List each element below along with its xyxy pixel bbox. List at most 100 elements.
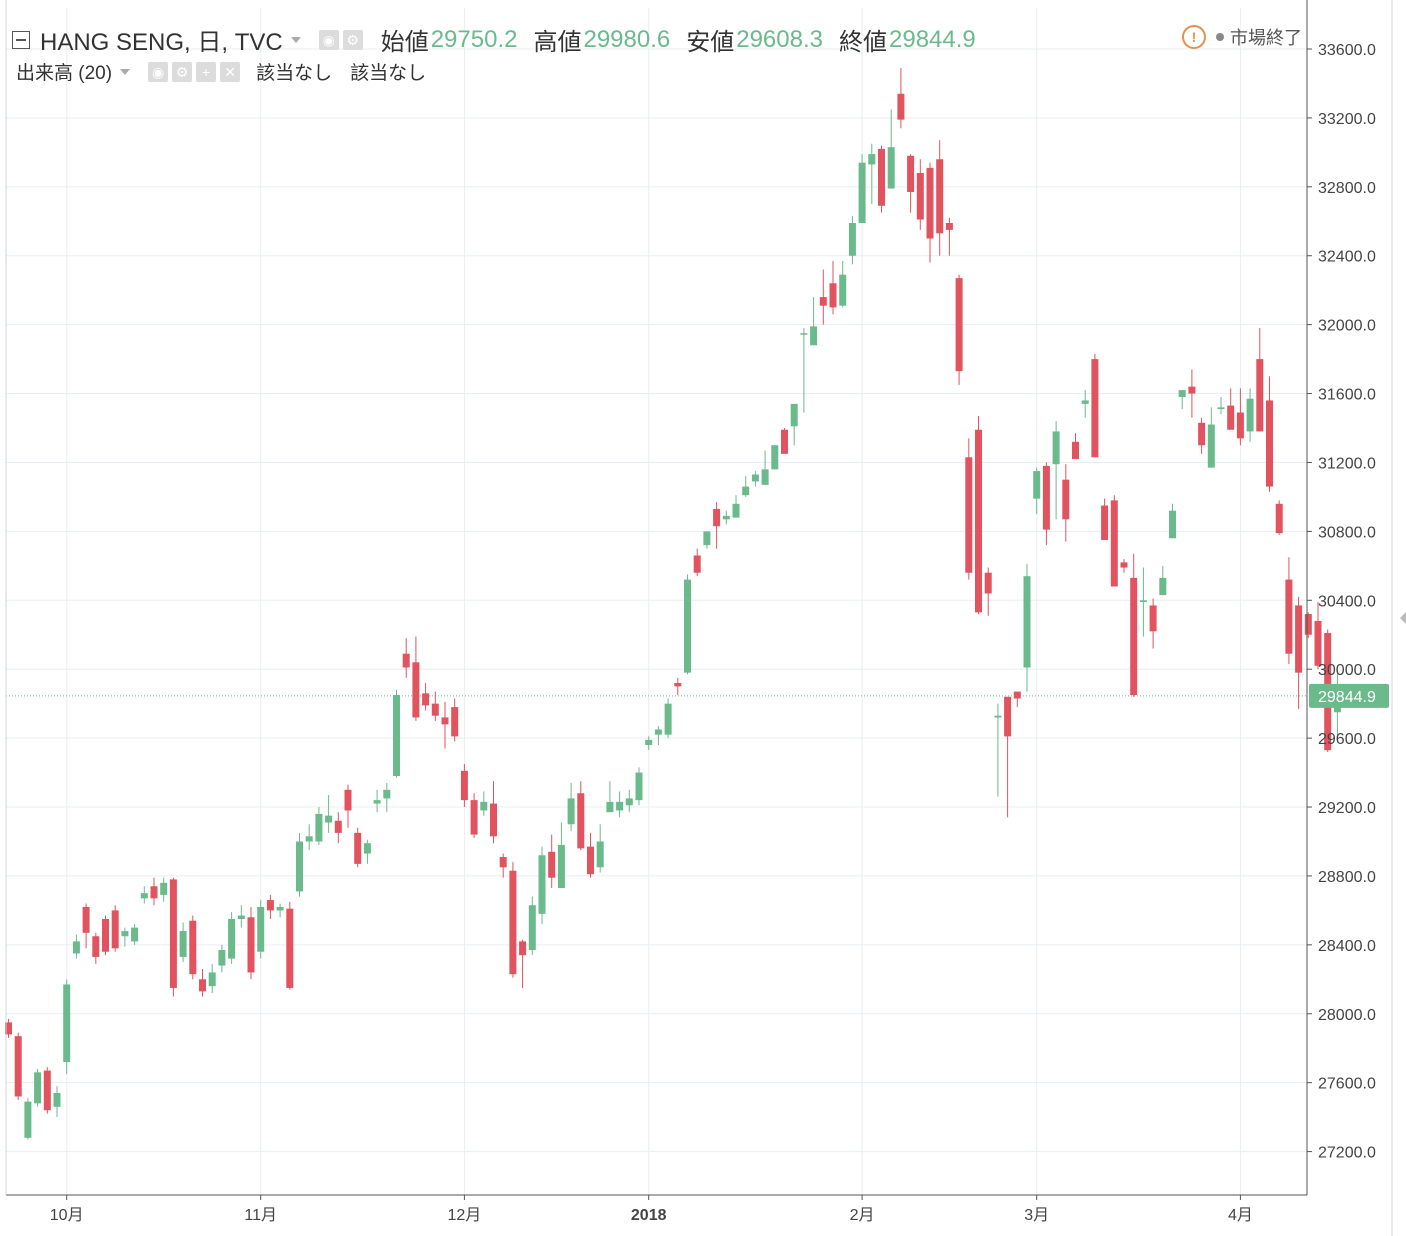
candle-down: [470, 793, 478, 839]
candle-body: [557, 844, 565, 888]
candle-up: [810, 297, 818, 346]
candle-body: [441, 717, 449, 725]
gear-icon[interactable]: ⚙: [342, 29, 363, 50]
candle-down: [5, 1018, 12, 1038]
candle-up: [790, 403, 798, 446]
candle-body: [684, 579, 691, 673]
status-dot-icon: [1216, 33, 1224, 41]
candle-up: [722, 510, 730, 525]
candle-body: [1062, 479, 1070, 520]
chevron-left-icon[interactable]: [1400, 612, 1406, 624]
market-status: ! 市場終了: [1182, 24, 1302, 50]
candle-down: [577, 781, 585, 851]
candle-up: [538, 846, 546, 925]
candle-body: [693, 555, 701, 573]
eye-icon[interactable]: ◉: [318, 29, 339, 50]
collapse-icon[interactable]: [12, 30, 30, 49]
candle-down: [1120, 558, 1128, 573]
candle-up: [1023, 564, 1031, 692]
candle-up: [868, 143, 876, 205]
candle-up: [848, 216, 856, 265]
candle-down: [102, 915, 109, 956]
candle-body: [82, 906, 90, 933]
candle-down: [1149, 598, 1157, 649]
candle-body: [296, 841, 303, 892]
y-tick-label: 27200.0: [1318, 1145, 1376, 1162]
candle-up: [305, 824, 313, 851]
candle-up: [237, 905, 245, 928]
candle-down: [965, 438, 973, 580]
candle-body: [169, 879, 177, 988]
candle-body: [732, 503, 740, 518]
series-legend: HANG SENG, 日, TVC ◉ ⚙ 始値 29750.2 高値 29980.…: [12, 22, 976, 57]
candle-up: [208, 963, 216, 994]
candle-down: [451, 698, 459, 742]
candle-down: [1110, 495, 1118, 587]
plus-icon[interactable]: +: [196, 61, 217, 82]
gear-icon[interactable]: ⚙: [172, 61, 193, 82]
candle-down: [926, 162, 934, 263]
candle-up: [606, 781, 614, 813]
candle-up: [325, 794, 333, 833]
candle-up: [24, 1098, 32, 1140]
candle-body: [1091, 359, 1099, 458]
candle-body: [975, 429, 982, 613]
candle-up: [480, 791, 488, 816]
candle-body: [1295, 605, 1303, 673]
candle-body: [286, 908, 294, 988]
eye-icon[interactable]: ◉: [148, 61, 169, 82]
candle-down: [1004, 696, 1012, 818]
y-tick-label: 31600.0: [1318, 387, 1376, 404]
candle-up: [732, 495, 740, 518]
candle-down: [441, 701, 449, 749]
time-axis[interactable]: 10月 11月 12月 2018 2月 3月 4月: [50, 1195, 1253, 1224]
candle-up: [664, 698, 672, 739]
candle-body: [189, 920, 197, 975]
candle-up: [645, 736, 653, 751]
candle-body: [1198, 422, 1206, 446]
close-label: 終値: [839, 29, 887, 56]
low-label: 安値: [686, 29, 735, 56]
y-tick-label: 28400.0: [1318, 938, 1376, 955]
candle-body: [810, 326, 818, 346]
candle-body: [965, 457, 973, 573]
x-tick-label: 2月: [850, 1207, 875, 1224]
candle-body: [63, 984, 71, 1062]
chevron-down-icon[interactable]: [290, 36, 301, 43]
candle-body: [14, 1036, 22, 1097]
candle-body: [1023, 576, 1031, 668]
warning-icon[interactable]: !: [1182, 25, 1206, 49]
candle-up: [625, 789, 633, 813]
candle-body: [1266, 400, 1273, 487]
candle-down: [1314, 602, 1322, 670]
volume-title[interactable]: 出来高 (20): [16, 63, 113, 84]
candle-down: [674, 677, 682, 696]
candle-body: [771, 445, 779, 470]
candle-body: [1314, 620, 1322, 666]
close-icon[interactable]: ✕: [220, 61, 241, 82]
candle-down: [781, 428, 788, 454]
candle-body: [257, 906, 265, 952]
candle-down: [402, 638, 410, 678]
candle-up: [1159, 565, 1167, 596]
candle-body: [1081, 400, 1089, 404]
candle-body: [179, 931, 187, 957]
candle-body: [654, 729, 662, 735]
chevron-down-icon[interactable]: [120, 68, 131, 75]
candle-body: [742, 486, 750, 496]
candle-down: [897, 67, 905, 129]
y-tick-label: 28000.0: [1318, 1007, 1376, 1024]
candle-down: [519, 939, 527, 988]
candle-down: [344, 784, 352, 828]
candle-body: [955, 278, 963, 372]
series-title[interactable]: HANG SENG, 日, TVC: [40, 29, 283, 56]
candle-body: [538, 855, 546, 914]
candle-body: [839, 274, 847, 306]
candle-body: [121, 931, 129, 937]
candle-body: [1130, 577, 1138, 696]
price-axis[interactable]: 27200.0 27600.0 28000.0 28400.0 28800.0 29200…: [1307, 42, 1376, 1162]
candle-down: [1042, 462, 1050, 546]
candle-down: [169, 877, 177, 997]
candle-body: [722, 515, 730, 520]
